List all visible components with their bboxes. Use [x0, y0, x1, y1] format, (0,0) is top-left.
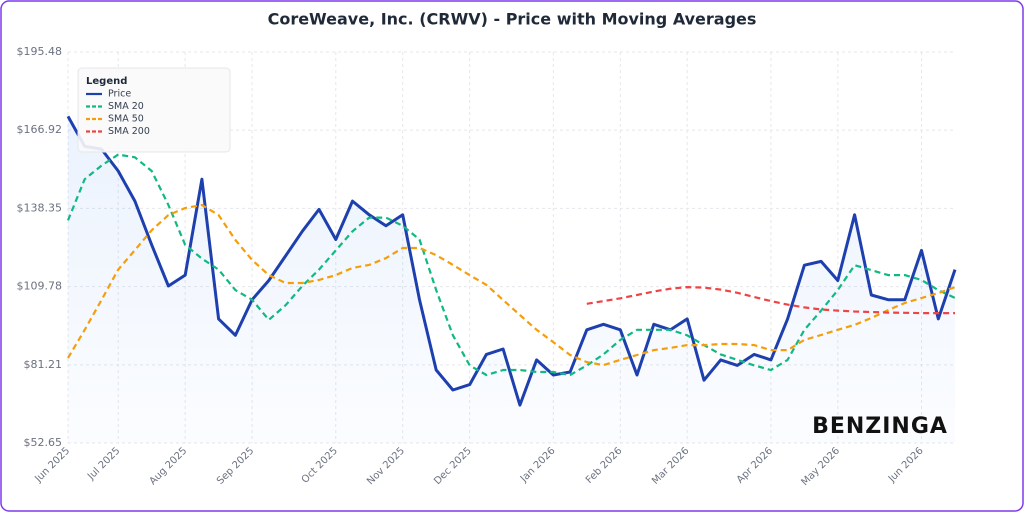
legend-label: SMA 200 [108, 126, 150, 137]
legend-label: Price [108, 89, 131, 100]
legend-label: SMA 50 [108, 114, 144, 125]
plot [66, 115, 957, 444]
legend-label: SMA 20 [108, 101, 144, 112]
price-area [68, 116, 955, 444]
price-line [66, 115, 957, 407]
sma-line [586, 286, 955, 315]
sma-line [66, 153, 956, 377]
y-tick-label: $109.78 [17, 280, 63, 293]
y-tick-label: $81.21 [24, 358, 63, 371]
chart-title: CoreWeave, Inc. (CRWV) - Price with Movi… [268, 10, 757, 29]
legend-title: Legend [86, 76, 127, 87]
watermark: BENZINGA [812, 414, 948, 439]
y-tick-label: $195.48 [17, 45, 63, 58]
y-tick-label: $52.65 [24, 436, 63, 449]
y-tick-label: $166.92 [17, 123, 63, 136]
legend-box [77, 67, 231, 153]
y-tick-label: $138.35 [17, 201, 63, 214]
